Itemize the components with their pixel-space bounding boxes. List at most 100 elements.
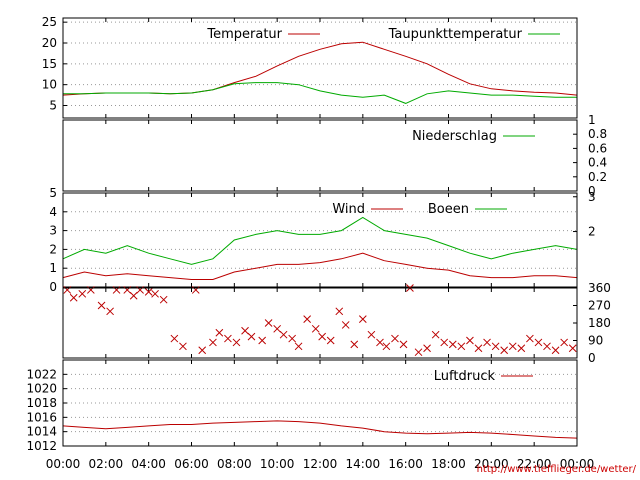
y-tick-label: 3 [49,224,57,238]
scatter-point [560,338,569,347]
scatter-point [279,330,288,339]
series-line [62,41,578,96]
scatter-point [423,344,431,353]
y-tick-label: 2 [49,242,57,256]
y2-tick-label: 1 [588,113,596,127]
x-tick-label: 02:00 [89,457,124,471]
scatter-point [224,334,232,343]
x-tick-label: 00:00 [560,457,595,471]
scatter-point [232,338,241,347]
scatter-point [129,291,138,300]
series-line [62,420,578,439]
scatter-point [466,336,474,345]
x-tick-label: 14:00 [346,457,381,471]
scatter-point [376,338,384,347]
y2-tick-label: 360 [588,281,611,295]
scatter-point [483,338,491,347]
y-tick-label: 4 [49,205,57,219]
panel-temp: 5 10 15 20 25 Temperatur Taupunkttemperatur [42,15,578,119]
y-tick-label: 1016 [26,410,57,424]
y-tick-label: 1018 [26,396,57,410]
panel-winddir: 360 270 180 90 0 [62,281,611,365]
scatter-point [311,324,320,333]
y2-tick-label: 0 [588,351,596,365]
credit-link[interactable]: http://www.tiefflieger.de/wetter/ [476,464,636,475]
scatter-point [414,348,423,357]
panel-frame [62,287,578,359]
y-tick-label: 1020 [26,382,57,396]
y2-tick-label: 0.6 [588,141,607,155]
series-line [62,252,578,280]
x-tick-label: 20:00 [474,457,509,471]
y2-tick-label: 0.4 [588,156,607,170]
panel-frame [62,192,578,288]
scatter-point [273,324,282,333]
scatter-point [526,334,534,343]
scatter-point [500,346,509,355]
y2-tick-label: 3 [588,190,596,204]
scatter-point [457,342,466,351]
scatter-point [568,344,577,353]
scatter-point [241,326,249,335]
scatter-point [335,307,344,316]
y-tick-label: 15 [42,57,57,71]
panel-rain: 10.80.60.40.20 Niederschlag [62,113,607,198]
y2-tick-label: 2 [588,225,596,239]
scatter-point [303,315,312,323]
scatter-point [288,334,297,343]
y-tick-label: 1 [49,261,57,275]
scatter-point [179,342,187,351]
scatter-point [551,346,560,355]
x-tick-label: 04:00 [131,457,166,471]
scatter-point [198,346,207,355]
scatter-point [209,338,217,347]
scatter-point [431,330,440,339]
scatter-point [69,293,78,302]
scatter-point [367,330,376,339]
panel-frame [62,119,578,192]
y-tick-label: 25 [42,15,57,29]
legend-label: Luftdruck [434,369,496,384]
legend-label: Niederschlag [412,129,497,144]
scatter-point [264,319,273,327]
y2-tick-label: 90 [588,334,603,348]
scatter-point [170,334,179,343]
y2-tick-label: 270 [588,299,611,313]
y2-tick-label: 180 [588,316,611,330]
scatter-point [78,289,87,298]
x-tick-label: 10:00 [260,457,295,471]
y-tick-label: 10 [42,78,57,92]
scatter-point [144,288,153,296]
scatter-point [517,344,526,353]
y-tick-label: 5 [49,186,57,200]
x-tick-label: 08:00 [217,457,252,471]
scatter-point [358,315,367,323]
y-tick-label: 0 [49,280,57,294]
scatter-point [491,342,500,351]
scatter-point [151,289,159,298]
x-tick-label: 18:00 [431,457,466,471]
panel-frame [62,359,578,447]
x-tick-label: 12:00 [303,457,338,471]
scatter-point [448,340,457,349]
y-tick-label: 1014 [26,425,57,439]
scatter-point [106,307,114,316]
legend-label: Taupunkttemperatur [388,27,523,42]
scatter-point [318,332,326,341]
series-line [62,216,578,265]
scatter-point [341,321,350,329]
y-tick-label: 1022 [26,367,57,381]
x-tick-label: 22:00 [517,457,552,471]
scatter-point [543,342,551,351]
scatter-point [508,342,517,351]
y2-tick-label: 0.2 [588,170,607,184]
legend-label: Temperatur [206,27,282,42]
legend-label: Boeen [428,202,469,217]
y2-tick-label: 0 [588,184,596,198]
x-tick-label: 00:00 [46,457,81,471]
series-line [63,82,577,104]
x-tick-label: 16:00 [388,457,423,471]
scatter-point [215,328,224,337]
scatter-point [258,336,267,345]
